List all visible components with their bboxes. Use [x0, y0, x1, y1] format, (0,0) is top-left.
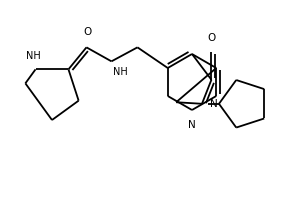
Text: NH: NH	[113, 67, 128, 77]
Text: N: N	[188, 120, 196, 130]
Text: O: O	[207, 33, 215, 43]
Text: N: N	[210, 99, 218, 109]
Text: NH: NH	[26, 51, 41, 61]
Text: O: O	[83, 27, 92, 37]
